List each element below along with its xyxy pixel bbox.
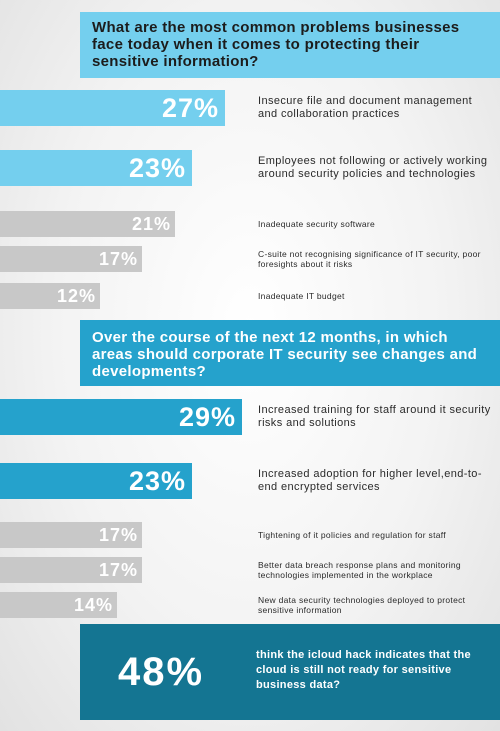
bar-2-2: 23% [0, 463, 192, 499]
question-1-title: What are the most common problems busine… [80, 12, 500, 78]
bar-label-1-4: C-suite not recognising significance of … [258, 249, 481, 269]
bar-label-2-3: Tightening of it policies and regulation… [258, 530, 446, 540]
callout-text: think the icloud hack indicates that the… [256, 649, 471, 691]
bar-1-4: 17% [0, 246, 142, 272]
bar-label-1-3: Inadequate security software [258, 219, 376, 229]
bar-label-2-2: Increased adoption for higher level,end-… [258, 468, 482, 493]
bar-1-3: 21% [0, 211, 175, 237]
bar-1-1: 27% [0, 90, 225, 126]
bar-label-2-1: Increased training for staff around it s… [258, 404, 491, 429]
bar-1-5: 12% [0, 283, 100, 309]
bar-2-5: 14% [0, 592, 117, 618]
bar-label-1-2: Employees not following or actively work… [258, 155, 488, 180]
bar-label-1-1: Insecure file and document management an… [258, 95, 473, 120]
callout-box: 48% think the icloud hack indicates that… [80, 624, 500, 720]
callout-percentage: 48% [118, 649, 205, 694]
bar-label-2-5: New data security technologies deployed … [258, 595, 466, 615]
bar-1-2: 23% [0, 150, 192, 186]
bar-label-1-5: Inadequate IT budget [258, 291, 345, 301]
bar-2-1: 29% [0, 399, 242, 435]
bar-2-3: 17% [0, 522, 142, 548]
question-2-title: Over the course of the next 12 months, i… [80, 320, 500, 386]
bar-2-4: 17% [0, 557, 142, 583]
bar-label-2-4: Better data breach response plans and mo… [258, 560, 461, 580]
